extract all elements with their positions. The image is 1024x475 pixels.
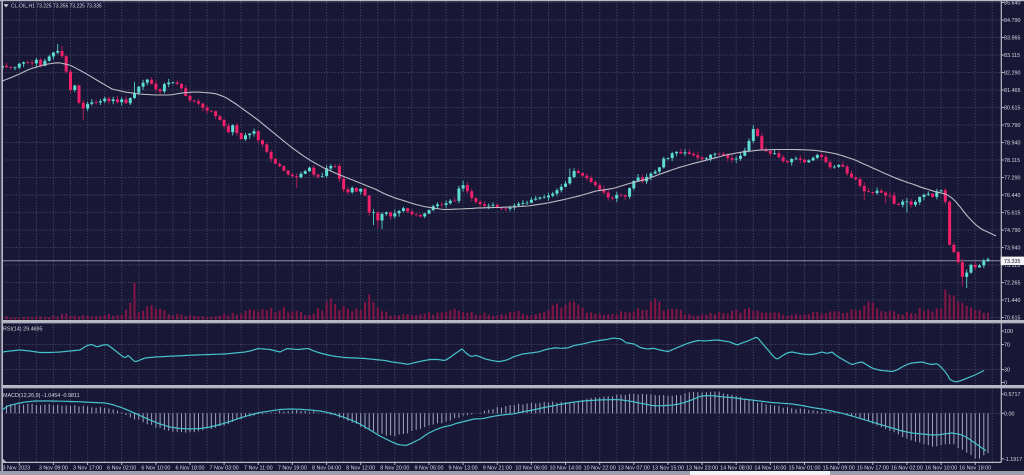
svg-text:84.790: 84.790 bbox=[1004, 18, 1021, 24]
svg-text:8 Nov 04:00: 8 Nov 04:00 bbox=[312, 466, 341, 472]
svg-text:73.115: 73.115 bbox=[1004, 263, 1020, 269]
svg-text:81.465: 81.465 bbox=[1004, 88, 1021, 94]
svg-text:13 Nov 15:00: 13 Nov 15:00 bbox=[652, 466, 684, 472]
svg-text:7 Nov 03:00: 7 Nov 03:00 bbox=[210, 466, 239, 472]
svg-text:0.00: 0.00 bbox=[1004, 412, 1015, 418]
svg-text:8 Nov 20:00: 8 Nov 20:00 bbox=[380, 466, 409, 472]
svg-text:16 Nov 10:00: 16 Nov 10:00 bbox=[925, 466, 957, 472]
svg-text:71.440: 71.440 bbox=[1004, 298, 1021, 304]
svg-text:79.790: 79.790 bbox=[1004, 123, 1021, 129]
svg-text:3 Nov 17:00: 3 Nov 17:00 bbox=[73, 466, 102, 472]
svg-text:13 Nov 07:00: 13 Nov 07:00 bbox=[618, 466, 650, 472]
svg-text:82.290: 82.290 bbox=[1004, 71, 1021, 77]
svg-text:76.440: 76.440 bbox=[1004, 193, 1021, 199]
svg-text:9 Nov 21:00: 9 Nov 21:00 bbox=[483, 466, 512, 472]
svg-text:83.965: 83.965 bbox=[1004, 36, 1021, 42]
svg-text:9 Nov 13:00: 9 Nov 13:00 bbox=[449, 466, 478, 472]
svg-text:74.790: 74.790 bbox=[1004, 228, 1021, 234]
svg-text:15 Nov 17:00: 15 Nov 17:00 bbox=[857, 466, 889, 472]
svg-text:0.5717: 0.5717 bbox=[1004, 392, 1021, 398]
svg-text:85.640: 85.640 bbox=[1004, 1, 1021, 7]
svg-text:RSI(14) 29.4695: RSI(14) 29.4695 bbox=[3, 327, 43, 333]
svg-text:70: 70 bbox=[1004, 343, 1010, 349]
svg-text:7 Nov 11:00: 7 Nov 11:00 bbox=[244, 466, 273, 472]
svg-text:15 Nov 09:00: 15 Nov 09:00 bbox=[823, 466, 855, 472]
svg-text:10 Nov 14:00: 10 Nov 14:00 bbox=[549, 466, 581, 472]
svg-text:73.335: 73.335 bbox=[1004, 259, 1021, 265]
svg-text:6 Nov 18:00: 6 Nov 18:00 bbox=[175, 466, 204, 472]
svg-text:16 Nov 18:00: 16 Nov 18:00 bbox=[959, 466, 991, 472]
svg-text:3 Nov 2023: 3 Nov 2023 bbox=[3, 466, 31, 472]
svg-text:100: 100 bbox=[1004, 329, 1013, 335]
svg-text:75.615: 75.615 bbox=[1004, 211, 1021, 217]
svg-text:83.115: 83.115 bbox=[1004, 53, 1020, 59]
svg-text:-1.1917: -1.1917 bbox=[1004, 457, 1022, 463]
svg-text:10 Nov 06:00: 10 Nov 06:00 bbox=[515, 466, 547, 472]
svg-text:CL-OIL,H1 73.225 73.355 73.225: CL-OIL,H1 73.225 73.355 73.225 73.335 bbox=[11, 4, 102, 10]
svg-text:80.615: 80.615 bbox=[1004, 106, 1021, 112]
svg-text:16 Nov 02:00: 16 Nov 02:00 bbox=[891, 466, 923, 472]
svg-text:14 Nov 16:00: 14 Nov 16:00 bbox=[754, 466, 786, 472]
svg-text:6 Nov 10:00: 6 Nov 10:00 bbox=[141, 466, 170, 472]
svg-text:73.940: 73.940 bbox=[1004, 246, 1021, 252]
svg-text:7 Nov 19:00: 7 Nov 19:00 bbox=[278, 466, 307, 472]
svg-text:77.290: 77.290 bbox=[1004, 176, 1021, 182]
svg-text:78.115: 78.115 bbox=[1004, 158, 1020, 164]
svg-text:72.265: 72.265 bbox=[1004, 281, 1021, 287]
svg-text:78.940: 78.940 bbox=[1004, 141, 1021, 147]
svg-text:14 Nov 08:00: 14 Nov 08:00 bbox=[720, 466, 752, 472]
svg-text:30: 30 bbox=[1004, 368, 1010, 374]
svg-text:13 Nov 23:00: 13 Nov 23:00 bbox=[686, 466, 718, 472]
svg-text:9 Nov 05:00: 9 Nov 05:00 bbox=[414, 466, 443, 472]
svg-text:0: 0 bbox=[1004, 381, 1007, 387]
svg-text:10 Nov 22:00: 10 Nov 22:00 bbox=[584, 466, 616, 472]
svg-text:15 Nov 01:00: 15 Nov 01:00 bbox=[788, 466, 820, 472]
svg-text:6 Nov 02:00: 6 Nov 02:00 bbox=[107, 466, 136, 472]
svg-text:70.615: 70.615 bbox=[1004, 316, 1021, 322]
svg-text:8 Nov 12:00: 8 Nov 12:00 bbox=[346, 466, 375, 472]
svg-text:3 Nov 09:00: 3 Nov 09:00 bbox=[39, 466, 68, 472]
svg-text:MACD(12,26,9) -1.0454 -0.9811: MACD(12,26,9) -1.0454 -0.9811 bbox=[3, 393, 80, 399]
